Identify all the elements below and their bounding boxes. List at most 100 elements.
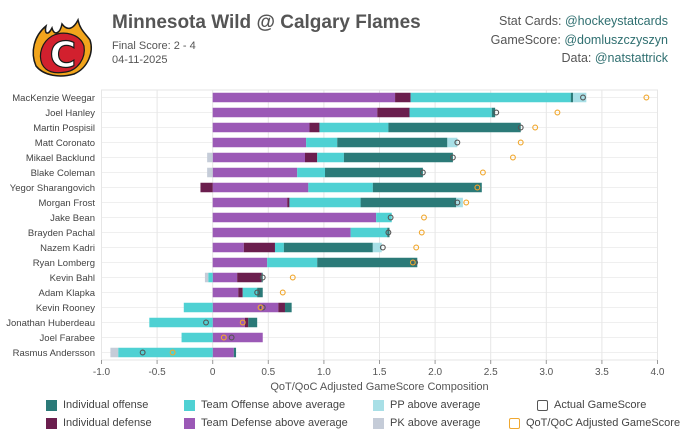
logo-letter: C xyxy=(50,35,76,76)
credit-line-stat-cards: Stat Cards: @hockeystatcards xyxy=(491,12,668,31)
bar-segment-team-offense xyxy=(208,272,213,283)
actual-gamescore-marker xyxy=(493,109,500,116)
adjusted-gamescore-marker xyxy=(474,184,481,191)
bar-segment-team-offense xyxy=(181,332,213,343)
adjusted-gamescore-marker xyxy=(517,139,524,146)
legend-swatch-team-offense xyxy=(184,399,195,411)
bar-segment-individual-offense xyxy=(248,317,258,328)
bar-segment-individual-offense xyxy=(570,92,573,103)
bar-segment-team-offense xyxy=(274,242,284,253)
bar-segment-individual-defense xyxy=(278,302,285,313)
bar-segment-team-defense xyxy=(212,287,239,298)
credit-label: GameScore: xyxy=(490,32,565,47)
x-axis-label: QoT/QoC Adjusted GameScore Composition xyxy=(270,381,488,393)
x-tick-label: 1.5 xyxy=(373,367,387,378)
bar-segment-individual-offense xyxy=(325,167,423,178)
bar-segment-pk xyxy=(207,167,213,178)
legend-item-individual-defense: Individual defense xyxy=(46,417,152,429)
bar-segment-individual-defense xyxy=(304,152,318,163)
bar-segment-team-offense xyxy=(149,317,213,328)
legend-swatch-team-defense xyxy=(184,417,195,429)
x-tick-label: 2.5 xyxy=(484,367,498,378)
credit-handle[interactable]: @natstattrick xyxy=(594,51,668,65)
legend-item-actual-gamescore: Actual GameScore xyxy=(537,399,646,411)
legend: Individual offense Individual defense Te… xyxy=(0,396,680,442)
x-tick-label: 1.0 xyxy=(317,367,331,378)
x-tick-label: 0 xyxy=(210,367,216,378)
calgary-flames-logo: C xyxy=(32,17,92,77)
bar-segment-team-defense xyxy=(212,212,377,223)
legend-swatch-pk xyxy=(373,417,384,429)
x-tick-label: 3.5 xyxy=(595,367,609,378)
bar-segment-team-defense xyxy=(212,317,245,328)
actual-gamescore-marker xyxy=(412,259,419,266)
bar-segment-team-defense xyxy=(212,137,307,148)
adjusted-gamescore-marker xyxy=(421,214,427,221)
credit-label: Stat Cards: xyxy=(498,14,565,28)
bar-segment-team-defense xyxy=(212,122,310,133)
legend-swatch-individual-offense xyxy=(46,399,57,411)
x-tick-label: -0.5 xyxy=(148,367,166,378)
legend-swatch-pp xyxy=(373,399,384,411)
actual-gamescore-marker xyxy=(259,304,266,311)
bar-segment-team-defense xyxy=(212,92,396,103)
bar-segment-team-offense xyxy=(306,137,338,148)
bar-segment-team-defense xyxy=(212,107,378,118)
bar-segment-individual-defense xyxy=(309,122,320,133)
bar-segment-individual-offense xyxy=(337,137,448,148)
adjusted-gamescore-marker xyxy=(409,259,416,266)
legend-item-individual-offense: Individual offense xyxy=(46,399,148,411)
bar-segment-individual-offense xyxy=(284,302,292,313)
x-tick-label: 3.0 xyxy=(539,367,553,378)
bar-segment-team-offense xyxy=(410,92,571,103)
legend-label: Actual GameScore xyxy=(554,399,647,411)
bar-segment-team-defense xyxy=(212,197,288,208)
adjusted-gamescore-marker xyxy=(532,124,539,131)
bar-segment-team-offense xyxy=(317,152,344,163)
credit-handle[interactable]: @domluszczyszyn xyxy=(564,32,668,47)
bar-segment-pp xyxy=(372,242,382,253)
adjusted-gamescore-marker xyxy=(418,229,425,236)
credit-handle[interactable]: @hockeystatcards xyxy=(564,14,668,28)
y-tick-label: Jonathan Huberdeau xyxy=(6,318,95,329)
x-tick-label: 2.0 xyxy=(428,367,442,378)
bar-segment-team-defense xyxy=(212,347,234,358)
x-tick-label: -1.0 xyxy=(93,367,111,378)
bar-segment-individual-defense xyxy=(244,317,249,328)
actual-gamescore-marker xyxy=(419,169,426,176)
bar-segment-team-defense xyxy=(212,302,279,313)
credit-line-gamescore: GameScore: @domluszczyszyn xyxy=(491,31,668,50)
legend-label: PK above average xyxy=(390,417,481,429)
x-tick-label: 4.0 xyxy=(651,367,665,378)
bar-segment-individual-offense xyxy=(233,347,237,358)
adjusted-gamescore-marker xyxy=(257,304,264,311)
page-title: Minnesota Wild @ Calgary Flames xyxy=(112,12,421,33)
bar-segment-team-defense xyxy=(212,152,305,163)
legend-label: Team Offense above average xyxy=(201,399,346,411)
y-tick-label: Blake Coleman xyxy=(31,168,95,179)
bar-segment-individual-offense xyxy=(372,182,482,193)
credit-label: Data: xyxy=(561,51,595,65)
y-tick-label: Mikael Backlund xyxy=(26,153,95,164)
bar-segment-individual-defense xyxy=(287,197,290,208)
bar-segment-team-offense xyxy=(376,212,392,223)
actual-gamescore-marker xyxy=(228,334,235,341)
legend-item-pk: PK above average xyxy=(373,417,481,429)
bar-segment-team-offense xyxy=(289,197,361,208)
bar-segment-pp xyxy=(572,92,587,103)
legend-item-adjusted-gamescore: QoT/QoC Adjusted GameScore xyxy=(509,417,680,429)
bar-segment-pk xyxy=(207,152,213,163)
legend-label: Individual defense xyxy=(63,417,152,429)
y-tick-label: Brayden Pachal xyxy=(28,228,95,239)
y-tick-label: Yegor Sharangovich xyxy=(10,183,95,194)
legend-label: PP above average xyxy=(390,399,481,411)
bar-segment-team-defense xyxy=(212,272,238,283)
y-tick-label: Jake Bean xyxy=(50,213,95,224)
bar-segment-team-offense xyxy=(242,287,258,298)
bar-segment-individual-defense xyxy=(377,107,410,118)
actual-gamescore-marker xyxy=(379,244,386,251)
y-tick-label: Ryan Lomberg xyxy=(33,258,95,269)
bar-segment-team-defense xyxy=(212,167,298,178)
bar-segment-individual-offense xyxy=(283,242,373,253)
bar-segment-team-offense xyxy=(308,182,373,193)
